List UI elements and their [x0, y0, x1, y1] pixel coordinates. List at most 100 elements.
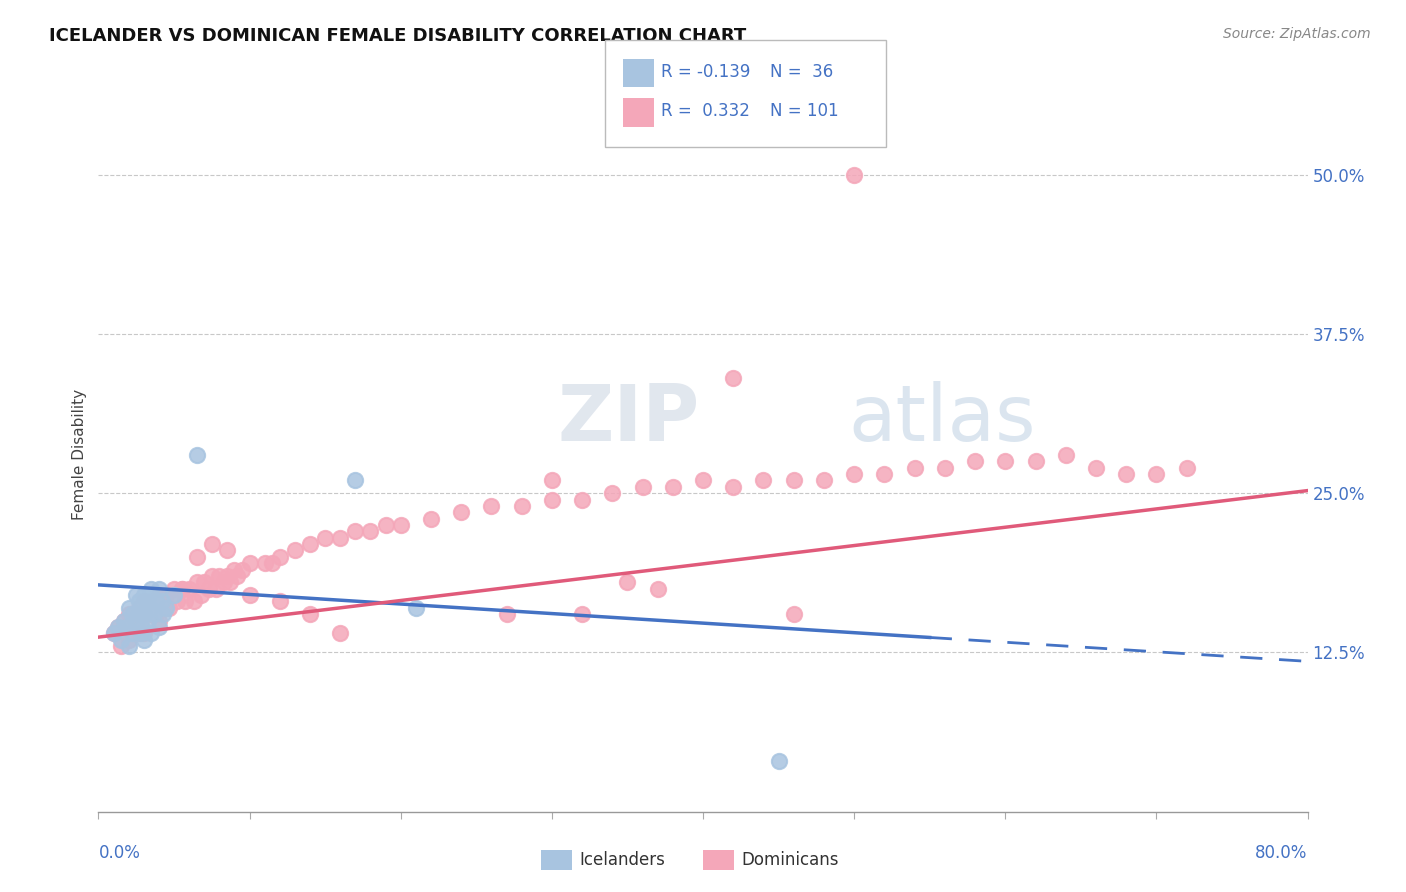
Point	[145, 607, 167, 622]
Point	[186, 448, 208, 462]
Point	[344, 474, 367, 488]
Point	[450, 505, 472, 519]
Point	[128, 607, 150, 622]
Point	[329, 531, 352, 545]
Point	[571, 492, 593, 507]
Text: N = 101: N = 101	[770, 103, 839, 120]
Text: ZIP: ZIP	[558, 381, 700, 458]
Point	[215, 569, 238, 583]
Point	[112, 614, 135, 628]
Point	[419, 511, 441, 525]
Point	[103, 626, 125, 640]
Point	[186, 575, 208, 590]
Point	[768, 754, 790, 768]
Point	[208, 569, 231, 583]
Point	[782, 474, 804, 488]
Point	[224, 563, 246, 577]
Point	[141, 582, 163, 596]
Point	[540, 492, 562, 507]
Point	[128, 594, 150, 608]
Point	[1115, 467, 1137, 481]
Point	[190, 588, 212, 602]
Text: N =  36: N = 36	[770, 63, 834, 81]
Point	[173, 594, 195, 608]
Point	[148, 582, 170, 596]
Point	[481, 499, 503, 513]
Point	[129, 600, 152, 615]
Point	[163, 588, 186, 602]
Point	[131, 620, 153, 634]
Point	[752, 474, 775, 488]
Point	[1175, 460, 1198, 475]
Point	[904, 460, 927, 475]
Point	[1144, 467, 1167, 481]
Point	[148, 614, 170, 628]
Point	[1085, 460, 1108, 475]
Point	[132, 632, 155, 647]
Point	[107, 620, 129, 634]
Point	[344, 524, 367, 539]
Point	[129, 626, 152, 640]
Point	[389, 518, 412, 533]
Point	[965, 454, 987, 468]
Text: R =  0.332: R = 0.332	[661, 103, 749, 120]
Point	[226, 569, 249, 583]
Point	[374, 518, 396, 533]
Point	[721, 371, 744, 385]
Point	[125, 607, 148, 622]
Point	[299, 537, 322, 551]
Point	[141, 626, 163, 640]
Point	[212, 575, 235, 590]
Point	[125, 607, 148, 622]
Point	[132, 626, 155, 640]
Point	[110, 639, 132, 653]
Point	[253, 556, 276, 570]
Point	[170, 582, 193, 596]
Point	[219, 575, 242, 590]
Point	[132, 588, 155, 602]
Point	[177, 582, 201, 596]
Point	[994, 454, 1017, 468]
Point	[136, 614, 159, 628]
Point	[124, 620, 146, 634]
Point	[262, 556, 284, 570]
Point	[153, 600, 176, 615]
Point	[143, 607, 166, 622]
Point	[145, 594, 167, 608]
Point	[129, 620, 152, 634]
Point	[132, 594, 155, 608]
Point	[239, 556, 262, 570]
Point	[125, 588, 148, 602]
Point	[139, 600, 162, 615]
Point	[201, 569, 224, 583]
Point	[148, 588, 170, 602]
Point	[135, 594, 157, 608]
Point	[844, 467, 866, 481]
Point	[155, 588, 177, 602]
Point	[118, 639, 141, 653]
Point	[284, 543, 307, 558]
Text: Source: ZipAtlas.com: Source: ZipAtlas.com	[1223, 27, 1371, 41]
Point	[115, 620, 138, 634]
Point	[231, 563, 253, 577]
Point	[721, 480, 744, 494]
Point	[205, 582, 228, 596]
Point	[132, 607, 155, 622]
Point	[239, 588, 262, 602]
Point	[148, 620, 170, 634]
Point	[114, 620, 136, 634]
Point	[152, 607, 174, 622]
Point	[540, 474, 562, 488]
Text: R = -0.139: R = -0.139	[661, 63, 751, 81]
Point	[148, 594, 170, 608]
Text: Dominicans: Dominicans	[741, 851, 838, 869]
Text: ICELANDER VS DOMINICAN FEMALE DISABILITY CORRELATION CHART: ICELANDER VS DOMINICAN FEMALE DISABILITY…	[49, 27, 747, 45]
Point	[107, 620, 129, 634]
Point	[495, 607, 517, 622]
Point	[118, 632, 141, 647]
Point	[405, 600, 427, 615]
Point	[136, 600, 159, 615]
Text: atlas: atlas	[848, 381, 1036, 458]
Point	[159, 600, 181, 615]
Point	[934, 460, 956, 475]
